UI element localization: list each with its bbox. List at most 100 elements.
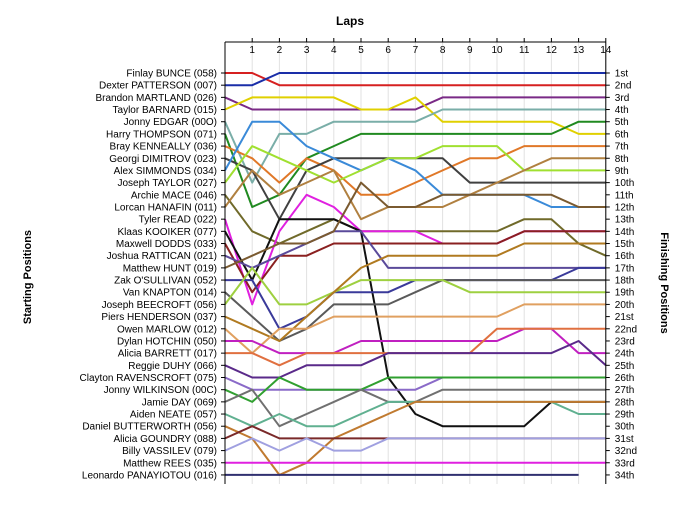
finishing-position-label: 13th (615, 215, 634, 226)
lap-tick-label: 10 (491, 45, 503, 56)
driver-position-line (224, 376, 606, 403)
starting-position-label: Tyler READ (022) (139, 215, 217, 226)
finishing-position-label: 33rd (615, 458, 635, 469)
finishing-position-label: 26th (615, 373, 634, 384)
starting-position-label: Taylor BARNARD (015) (113, 105, 217, 116)
starting-position-label: Joseph TAYLOR (027) (118, 178, 218, 189)
starting-position-label: Reggie DUHY (066) (128, 361, 217, 372)
finishing-position-label: 29th (615, 410, 634, 421)
starting-position-label: Matthew HUNT (019) (123, 263, 217, 274)
lap-tick-label: 5 (358, 45, 364, 56)
starting-position-label: Piers HENDERSON (037) (101, 312, 217, 323)
starting-position-label: Joseph BEECROFT (056) (102, 300, 217, 311)
driver-position-line (224, 279, 606, 342)
finishing-position-label: 14th (615, 227, 634, 238)
finishing-position-label: 23rd (615, 336, 635, 347)
starting-position-label: Alicia BARRETT (017) (118, 349, 217, 360)
starting-position-label: Clayton RAVENSCROFT (075) (80, 373, 217, 384)
lap-tick-label: 13 (573, 45, 585, 56)
starting-position-label: Brandon MARTLAND (026) (95, 93, 217, 104)
driver-position-line (225, 72, 606, 87)
starting-position-label: Alex SIMMONDS (034) (114, 166, 217, 177)
starting-position-label: Harry THOMPSON (071) (106, 129, 217, 140)
lap-tick-label: 1 (249, 45, 255, 56)
finishing-position-label: 10th (615, 178, 634, 189)
starting-position-label: Finlay BUNCE (058) (126, 69, 217, 80)
finishing-position-label: 9th (615, 166, 629, 177)
finishing-position-label: 17th (615, 263, 634, 274)
finishing-position-label: 32nd (615, 446, 637, 457)
finishing-position-label: 5th (615, 117, 629, 128)
starting-position-label: Bray KENNEALLY (036) (110, 142, 217, 153)
finishing-position-label: 2nd (615, 81, 632, 92)
finishing-position-label: 4th (615, 105, 629, 116)
lap-tick-label: 9 (467, 45, 473, 56)
starting-position-label: Dylan HOTCHIN (050) (117, 336, 217, 347)
starting-position-label: Alicia GOUNDRY (088) (113, 434, 217, 445)
starting-position-label: Zak O'SULLIVAN (052) (114, 276, 217, 287)
finishing-position-label: 24th (615, 349, 634, 360)
finishing-position-label: 19th (615, 288, 634, 299)
starting-position-label: Matthew REES (035) (123, 458, 217, 469)
finishing-position-label: 25th (615, 361, 634, 372)
x-axis-title: Laps (335, 14, 364, 28)
finishing-position-label: 1st (615, 69, 629, 80)
driver-position-line (224, 242, 606, 342)
starting-position-label: Billy VASSILEV (079) (122, 446, 217, 457)
starting-position-label: Dexter PATTERSON (007) (99, 81, 217, 92)
starting-position-label: Daniel BUTTERWORTH (056) (82, 422, 217, 433)
lap-tick-label: 7 (413, 45, 419, 56)
finishing-position-label: 27th (615, 385, 634, 396)
starting-position-label: Joshua RATTICAN (021) (107, 251, 217, 262)
driver-position-line (224, 108, 606, 184)
driver-position-line (224, 145, 606, 184)
lap-tick-label: 4 (331, 45, 337, 56)
starting-position-label: Owen MARLOW (012) (117, 324, 217, 335)
starting-position-label: Jonny WILKINSON (00C) (104, 385, 217, 396)
finishing-position-label: 31st (615, 434, 634, 445)
driver-position-line (224, 218, 606, 428)
finishing-position-label: 20th (615, 300, 634, 311)
starting-position-label: Leonardo PANAYIOTOU (016) (82, 470, 217, 481)
starting-position-label: Maxwell DODDS (033) (116, 239, 217, 250)
starting-position-label: Aiden NEATE (057) (130, 410, 217, 421)
starting-position-label: Klaas KOOIKER (077) (118, 227, 217, 238)
driver-position-line (224, 303, 606, 355)
finishing-position-label: 3rd (615, 93, 629, 104)
starting-position-label: Lorcan HANAFIN (011) (114, 202, 217, 213)
starting-position-label: Archie MACE (046) (131, 190, 217, 201)
finishing-position-label: 22nd (615, 324, 637, 335)
driver-position-line (224, 266, 606, 306)
finishing-position-label: 6th (615, 129, 629, 140)
driver-position-line (224, 145, 606, 196)
starting-position-label: Georgi DIMITROV (023) (109, 154, 217, 165)
lap-tick-label: 3 (304, 45, 310, 56)
finishing-position-label: 18th (615, 276, 634, 287)
lap-tick-label: 2 (277, 45, 283, 56)
finishing-position-label: 11th (615, 190, 634, 201)
driver-position-line (224, 340, 607, 379)
finishing-position-label: 30th (615, 422, 634, 433)
finishing-position-label: 34th (615, 470, 634, 481)
driver-position-line (225, 72, 606, 87)
starting-position-label: Van KNAPTON (014) (123, 288, 217, 299)
finishing-position-label: 8th (615, 154, 629, 165)
driver-position-line (224, 96, 606, 135)
driver-position-line (224, 120, 606, 208)
driver-position-line (224, 230, 606, 269)
driver-position-line (224, 400, 606, 476)
driver-position-line (224, 230, 606, 294)
starting-position-label: Jonny EDGAR (00O) (124, 117, 217, 128)
driver-position-line (224, 181, 606, 269)
finishing-position-label: 16th (615, 251, 634, 262)
lap-tick-label: 11 (519, 45, 530, 56)
finishing-position-label: 7th (615, 142, 629, 153)
starting-position-label: Jamie DAY (069) (142, 397, 217, 408)
finishing-position-label: 15th (615, 239, 634, 250)
lap-tick-label: 8 (440, 45, 446, 56)
finishing-position-label: 28th (615, 397, 634, 408)
driver-position-line (224, 437, 606, 452)
driver-position-line (224, 120, 606, 208)
